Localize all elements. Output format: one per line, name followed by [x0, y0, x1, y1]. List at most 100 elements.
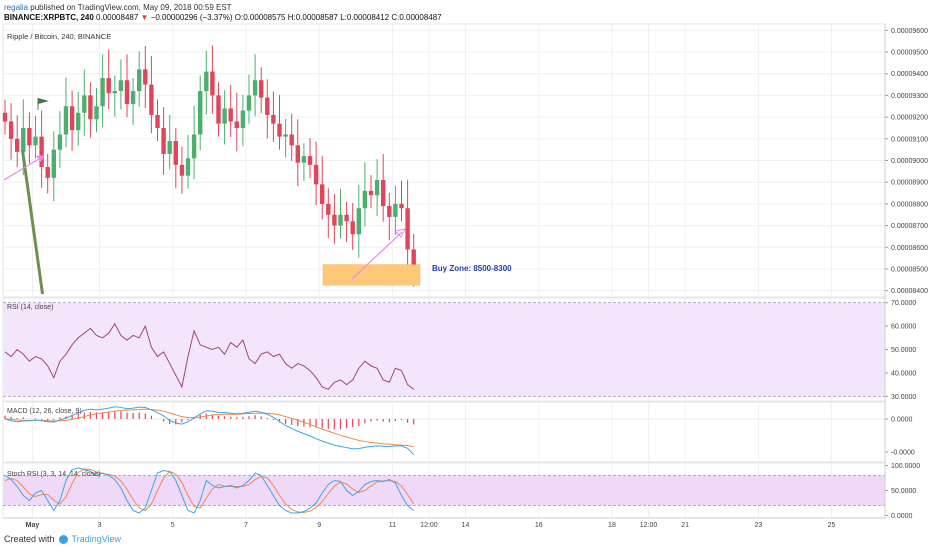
candle-body	[234, 121, 239, 128]
stoch-tick-label: 0.0000	[891, 513, 913, 520]
macd-tick-label: -0.0000	[891, 450, 915, 457]
target-arrow-head	[393, 228, 406, 238]
candle-body	[289, 134, 294, 146]
candle-body	[15, 138, 20, 152]
target-arrow	[351, 231, 403, 280]
ohlc-values: O:0.00008575 H:0.00008587 L:0.00008412 C…	[234, 13, 442, 22]
stoch-title: Stoch RSI (3, 3, 14, 14, close)	[7, 471, 100, 478]
symbol-label: BINANCE:XRPBTC, 240	[4, 13, 94, 22]
rsi-tick-label: 70.0000	[891, 300, 916, 307]
price-tick-label: 0.00009600	[891, 28, 928, 35]
price-tick-label: 0.00008800	[891, 201, 928, 208]
candle-body	[240, 110, 246, 128]
candle-body	[143, 69, 148, 85]
x-tick-label: 21	[681, 522, 689, 529]
candle-body	[94, 106, 99, 120]
candle-body	[277, 123, 282, 137]
candle-body	[167, 140, 172, 154]
footer: Created with TradingView	[4, 534, 121, 544]
candle-body	[338, 214, 343, 226]
candle-body	[198, 91, 203, 135]
candle-body	[155, 114, 160, 128]
candle-body	[271, 114, 276, 124]
candle-body	[33, 136, 38, 146]
candle-body	[399, 203, 404, 209]
price-tick-label: 0.00009400	[891, 71, 928, 78]
candle-body	[8, 121, 14, 139]
created-with-text: Created with	[4, 534, 55, 544]
candle-body	[27, 127, 32, 146]
rsi-tick-label: 60.0000	[891, 324, 916, 331]
rsi-band	[3, 302, 885, 397]
x-tick-label: 14	[462, 522, 470, 529]
candle-body	[2, 112, 8, 122]
rsi-line	[4, 322, 415, 390]
x-tick-label: 25	[828, 522, 836, 529]
tradingview-brand[interactable]: TradingView	[71, 534, 122, 544]
price-tick-label: 0.00009500	[891, 50, 928, 57]
candle-body	[362, 190, 368, 209]
buy-zone-box	[322, 264, 421, 286]
candle-body	[21, 127, 26, 152]
x-tick-label: 16	[535, 522, 543, 529]
candle-body	[39, 136, 44, 168]
author-link[interactable]: regalia	[4, 3, 29, 12]
chart-title: Ripple / Bitcoin, 240, BINANCE	[7, 32, 111, 41]
stoch-d-line	[4, 468, 415, 514]
candle-body	[387, 206, 392, 217]
x-tick-label: 3	[98, 522, 102, 529]
candle-body	[295, 145, 300, 163]
flag-icon	[38, 98, 49, 104]
price-tick-label: 0.00009000	[891, 158, 928, 165]
x-tick-label: 7	[244, 522, 248, 529]
x-tick-label: 12:00	[420, 522, 438, 529]
candle-body	[57, 134, 63, 150]
buy-zone-label: Buy Zone: 8500-8300	[432, 264, 512, 273]
candle-body	[307, 156, 313, 165]
rsi-tick-label: 30.0000	[891, 394, 916, 401]
stoch-tick-label: 50.0000	[891, 488, 916, 495]
candle-body	[356, 208, 361, 235]
candle-body	[405, 208, 410, 250]
rsi-tick-label: 50.0000	[891, 347, 916, 354]
candle-body	[259, 80, 264, 98]
price-change: −0.00000296 (−3.37%)	[150, 13, 233, 22]
candle-body	[137, 69, 142, 92]
candle-body	[173, 140, 178, 165]
candle-body	[130, 91, 136, 105]
candle-body	[326, 203, 331, 215]
x-tick-label: 5	[171, 522, 175, 529]
candle-body	[313, 164, 319, 185]
candle-body	[320, 184, 325, 204]
macd-line	[4, 406, 415, 456]
candle-body	[106, 78, 111, 94]
price-tick-label: 0.00009200	[891, 115, 928, 122]
pane-frame-2	[2, 401, 886, 463]
stoch-k-line	[4, 467, 415, 514]
publish-info: regalia published on TradingView.com, Ma…	[4, 3, 232, 12]
rsi-tick-label: 40.0000	[891, 370, 916, 377]
candle-body	[411, 249, 416, 272]
candle-body	[185, 158, 191, 176]
down-triangle-icon: ▼	[140, 13, 149, 22]
candle-body	[381, 180, 386, 207]
candle-body	[88, 95, 93, 120]
candle-body	[76, 112, 81, 131]
candle-body	[222, 108, 227, 124]
candle-body	[69, 106, 75, 131]
candle-body	[112, 91, 117, 94]
candle-body	[301, 156, 307, 163]
candle-body	[368, 190, 374, 196]
projection-arrow	[3, 156, 43, 181]
macd-tick-label: 0.0000	[891, 417, 913, 424]
macd-title: MACD (12, 26, close, 9)	[7, 408, 82, 415]
candle-body	[45, 167, 50, 178]
price-tick-label: 0.00009300	[891, 93, 928, 100]
candle-body	[332, 214, 337, 226]
candle-body	[228, 108, 233, 122]
x-tick-label: 12:00	[640, 522, 658, 529]
candle-body	[374, 180, 380, 196]
candle-body	[51, 149, 56, 178]
published-text: published on TradingView.com, May 09, 20…	[30, 3, 232, 12]
